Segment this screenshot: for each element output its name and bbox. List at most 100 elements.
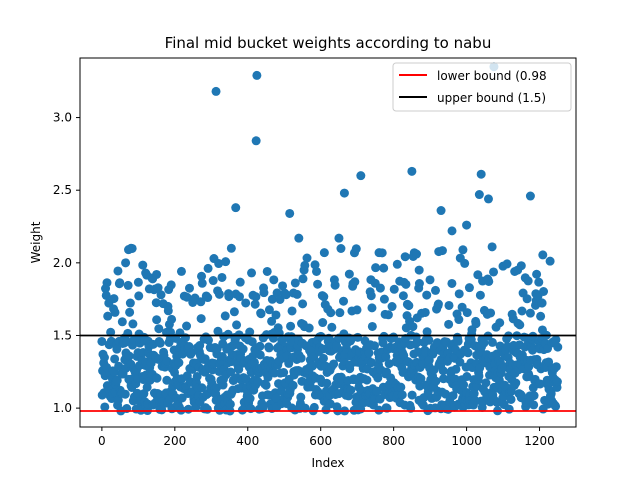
- scatter-point: [431, 376, 441, 386]
- scatter-point: [528, 345, 538, 355]
- scatter-point: [414, 278, 424, 288]
- scatter-point: [319, 292, 329, 302]
- scatter-point: [187, 348, 197, 358]
- scatter-point: [287, 306, 297, 316]
- scatter-point: [553, 342, 563, 352]
- scatter-point: [366, 291, 376, 301]
- scatter-point: [433, 299, 443, 309]
- scatter-point: [346, 385, 356, 395]
- scatter-point: [425, 275, 435, 285]
- scatter-point: [352, 305, 362, 315]
- scatter-point: [267, 294, 277, 304]
- scatter-point: [489, 267, 499, 277]
- scatter-point: [487, 242, 497, 252]
- scatter-point: [511, 378, 521, 388]
- scatter-point: [407, 390, 417, 400]
- scatter-point: [296, 392, 306, 402]
- scatter-point: [114, 361, 124, 371]
- scatter-point: [123, 280, 133, 290]
- scatter-point: [192, 371, 202, 381]
- scatter-point: [392, 259, 402, 269]
- scatter-point: [97, 336, 107, 346]
- scatter-point: [448, 391, 458, 401]
- scatter-point: [336, 243, 346, 253]
- scatter-point: [235, 277, 245, 287]
- scatter-point: [538, 250, 548, 260]
- scatter-point: [458, 245, 468, 255]
- scatter-point: [152, 269, 162, 279]
- scatter-point: [133, 277, 143, 287]
- scatter-point: [447, 226, 457, 236]
- scatter-point: [551, 362, 561, 372]
- scatter-point: [102, 278, 112, 288]
- scatter-point: [454, 315, 464, 325]
- scatter-point: [152, 315, 162, 325]
- scatter-point: [484, 276, 494, 286]
- y-axis-label: Weight: [29, 221, 43, 263]
- scatter-point: [302, 253, 312, 263]
- scatter-point: [183, 404, 193, 414]
- scatter-point: [367, 321, 377, 331]
- scatter-point: [245, 394, 255, 404]
- scatter-point: [226, 367, 236, 377]
- scatter-point: [529, 400, 539, 410]
- scatter-point: [247, 268, 257, 278]
- y-axis: 1.0 1.5 2.0 2.5 3.0: [53, 111, 80, 415]
- scatter-point: [414, 265, 424, 275]
- scatter-point: [398, 291, 408, 301]
- scatter-point: [203, 335, 213, 345]
- legend: lower bound (0.98 upper bound (1.5): [392, 62, 572, 112]
- scatter-point: [304, 323, 314, 333]
- scatter-point: [251, 136, 261, 146]
- scatter-point: [319, 248, 329, 258]
- scatter-point: [400, 252, 410, 262]
- scatter-point: [180, 333, 190, 343]
- scatter-point: [462, 372, 472, 382]
- x-tick-label: 600: [309, 434, 332, 448]
- scatter-point: [318, 318, 328, 328]
- legend-label-upper-bound: upper bound (1.5): [437, 91, 546, 105]
- scatter-point: [166, 280, 176, 290]
- scatter-point: [371, 263, 381, 273]
- scatter-point: [367, 303, 377, 313]
- scatter-point: [387, 302, 397, 312]
- scatter-point: [162, 375, 172, 385]
- scatter-point: [106, 327, 116, 337]
- scatter-point: [262, 266, 272, 276]
- scatter-point: [112, 344, 122, 354]
- scatter-point: [298, 274, 308, 284]
- scatter-point: [297, 376, 307, 386]
- y-tick-label: 2.0: [53, 256, 72, 270]
- scatter-point: [487, 337, 497, 347]
- scatter-point: [298, 299, 308, 309]
- scatter-point: [115, 278, 125, 288]
- scatter-point: [424, 335, 434, 345]
- scatter-point: [109, 294, 119, 304]
- scatter-point: [351, 244, 361, 254]
- scatter-point: [100, 402, 110, 412]
- scatter-point: [504, 404, 514, 414]
- scatter-point: [453, 336, 463, 346]
- x-axis: 0 200 400 600 800 1000 1200: [98, 427, 555, 448]
- scatter-point: [381, 352, 391, 362]
- scatter-point: [408, 322, 418, 332]
- scatter-point: [226, 243, 236, 253]
- scatter-point: [475, 290, 485, 300]
- scatter-point: [217, 272, 227, 282]
- scatter-point: [517, 306, 527, 316]
- scatter-point: [322, 378, 332, 388]
- scatter-point: [416, 374, 426, 384]
- scatter-point: [534, 277, 544, 287]
- scatter-point: [502, 259, 512, 269]
- scatter-point: [290, 278, 300, 288]
- scatter-point: [250, 299, 260, 309]
- scatter-point: [296, 353, 306, 363]
- scatter-point: [339, 188, 349, 198]
- scatter-point: [460, 258, 470, 268]
- chart-title: Final mid bucket weights according to na…: [165, 34, 492, 52]
- scatter-point: [473, 270, 483, 280]
- scatter-point: [214, 259, 224, 269]
- scatter-point: [523, 276, 533, 286]
- scatter-point: [513, 265, 523, 275]
- scatter-point: [154, 324, 164, 334]
